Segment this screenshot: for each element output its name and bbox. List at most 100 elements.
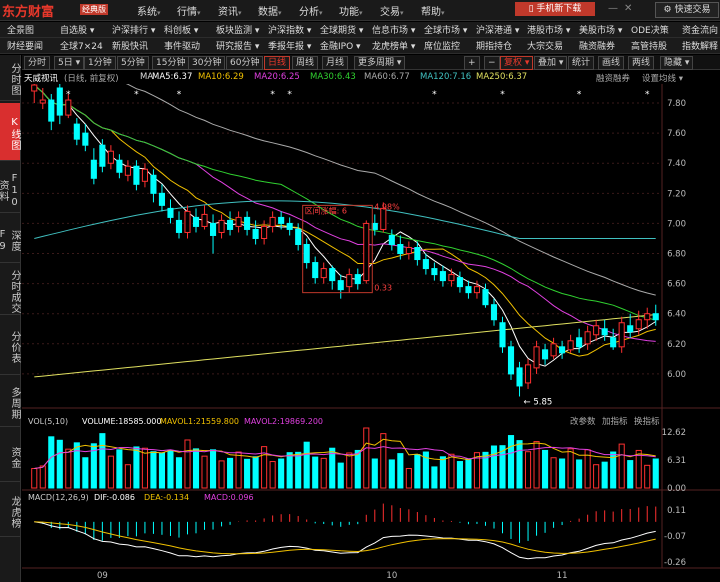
candle[interactable] — [320, 262, 327, 284]
event-marker-icon[interactable]: * — [432, 90, 437, 100]
event-marker-icon[interactable]: * — [500, 90, 505, 100]
candle[interactable] — [201, 205, 208, 230]
candle[interactable] — [490, 298, 498, 326]
candle[interactable] — [312, 256, 319, 284]
sidebar-tab[interactable]: 深度F9 — [0, 215, 20, 263]
period-button[interactable]: 分时 — [24, 56, 51, 70]
candle[interactable] — [31, 84, 38, 104]
candle[interactable] — [133, 160, 140, 191]
top-menu-item[interactable]: 功能▾ — [339, 3, 363, 18]
candle[interactable] — [167, 199, 174, 224]
chart-tool-button[interactable]: 隐藏 ▾ — [660, 56, 694, 70]
candle[interactable] — [158, 184, 166, 212]
sidebar-tab[interactable]: K线图 — [0, 103, 20, 161]
sidebar-tab[interactable]: 资金 — [0, 430, 20, 482]
nav-link[interactable]: 研究报告 ▾ — [216, 42, 260, 52]
nav-link[interactable]: 指数解释 — [682, 42, 719, 52]
candle[interactable] — [516, 361, 523, 397]
candle[interactable] — [644, 307, 651, 329]
period-button[interactable]: 30分钟 — [188, 56, 226, 70]
chart-tool-button[interactable]: − — [484, 56, 500, 70]
nav-link[interactable]: 期指持仓 — [476, 42, 513, 52]
candle[interactable] — [601, 319, 608, 341]
period-button[interactable]: 15分钟 — [152, 56, 190, 70]
period-button[interactable]: 周线 — [292, 56, 319, 70]
candle[interactable] — [635, 310, 642, 335]
nav-link[interactable]: 金融IPO ▾ — [320, 42, 361, 52]
quick-trade-button[interactable]: ⚙ 快速交易 — [655, 2, 719, 18]
period-button[interactable]: 日线 — [264, 56, 291, 70]
nav-link[interactable]: 科创板 ▾ — [164, 26, 199, 36]
candle[interactable] — [150, 169, 157, 203]
candle[interactable] — [303, 238, 310, 269]
chart-tool-button[interactable]: 两线 — [628, 56, 655, 70]
candle[interactable] — [388, 229, 395, 251]
event-marker-icon[interactable]: * — [66, 90, 71, 100]
candle[interactable] — [363, 220, 370, 284]
nav-link[interactable]: 新股快讯 — [112, 42, 149, 52]
period-button[interactable]: 5分钟 — [117, 56, 149, 70]
candle[interactable] — [99, 139, 106, 173]
top-menu-item[interactable]: 数据▾ — [258, 3, 282, 18]
sidebar-tab[interactable]: 分价表 — [0, 317, 20, 375]
candle[interactable] — [380, 202, 387, 233]
candle[interactable] — [448, 268, 455, 287]
candle[interactable] — [593, 319, 600, 341]
chart-tool-button[interactable]: 画线 — [598, 56, 625, 70]
volume-indicator-link[interactable]: 加指标 — [602, 416, 628, 427]
chart-tool-button[interactable]: 统计 — [568, 56, 595, 70]
candle[interactable] — [576, 328, 583, 353]
candle[interactable] — [141, 163, 148, 188]
period-button[interactable]: 月线 — [322, 56, 349, 70]
candle[interactable] — [465, 280, 472, 299]
candle[interactable] — [422, 253, 429, 275]
candle[interactable] — [507, 340, 515, 380]
candle[interactable] — [244, 211, 251, 236]
candle[interactable] — [73, 118, 80, 146]
candle[interactable] — [456, 271, 463, 293]
nav-link[interactable]: 自选股 ▾ — [60, 26, 95, 36]
nav-link[interactable]: 港股市场 ▾ — [527, 26, 571, 36]
candle[interactable] — [337, 274, 344, 299]
candle[interactable] — [295, 223, 302, 251]
candle[interactable] — [499, 316, 506, 353]
candle[interactable] — [227, 211, 234, 236]
top-menu-item[interactable]: 行情▾ — [177, 3, 201, 18]
top-menu-item[interactable]: 资讯▾ — [218, 3, 242, 18]
candle[interactable] — [235, 211, 242, 233]
nav-link[interactable]: 融资融券 — [579, 42, 616, 52]
margin-link[interactable]: 融资融券 — [596, 74, 631, 84]
chart-tool-button[interactable]: 复权 ▾ — [500, 56, 534, 70]
candle[interactable] — [278, 211, 285, 230]
candle[interactable] — [329, 265, 336, 290]
set-ma-link[interactable]: 设置均线 ▾ — [642, 74, 683, 84]
nav-link[interactable]: 全球市场 ▾ — [424, 26, 468, 36]
candle[interactable] — [65, 94, 72, 119]
sidebar-tab[interactable]: 多周期 — [0, 377, 20, 427]
nav-link[interactable]: 龙虎榜单 ▾ — [372, 42, 416, 52]
candle[interactable] — [286, 217, 293, 236]
candle[interactable] — [124, 160, 131, 182]
event-marker-icon[interactable]: * — [287, 90, 292, 100]
candle[interactable] — [354, 268, 361, 290]
candle[interactable] — [559, 340, 566, 359]
candle[interactable] — [550, 337, 557, 359]
sidebar-tab[interactable]: 龙虎榜 — [0, 485, 20, 537]
candle[interactable] — [627, 313, 634, 338]
nav-link[interactable]: 全球7×24 — [60, 42, 103, 52]
candle[interactable] — [652, 304, 659, 326]
sidebar-tab[interactable]: F10资料 — [0, 165, 20, 213]
event-marker-icon[interactable]: * — [177, 90, 182, 100]
candle[interactable] — [618, 316, 625, 353]
candle[interactable] — [175, 211, 183, 239]
nav-link[interactable]: 全景图 — [7, 26, 35, 36]
nav-link[interactable]: 板块监测 ▾ — [216, 26, 260, 36]
candle[interactable] — [584, 325, 591, 350]
top-menu-item[interactable]: 分析▾ — [299, 3, 323, 18]
nav-link[interactable]: 沪深指数 ▾ — [268, 26, 312, 36]
candle[interactable] — [269, 211, 276, 233]
candle[interactable] — [56, 84, 63, 125]
mobile-download-button[interactable]: ▯ 手机新下载 — [515, 2, 595, 16]
volume-indicator-link[interactable]: 改参数 — [570, 416, 596, 427]
candle[interactable] — [542, 343, 549, 365]
